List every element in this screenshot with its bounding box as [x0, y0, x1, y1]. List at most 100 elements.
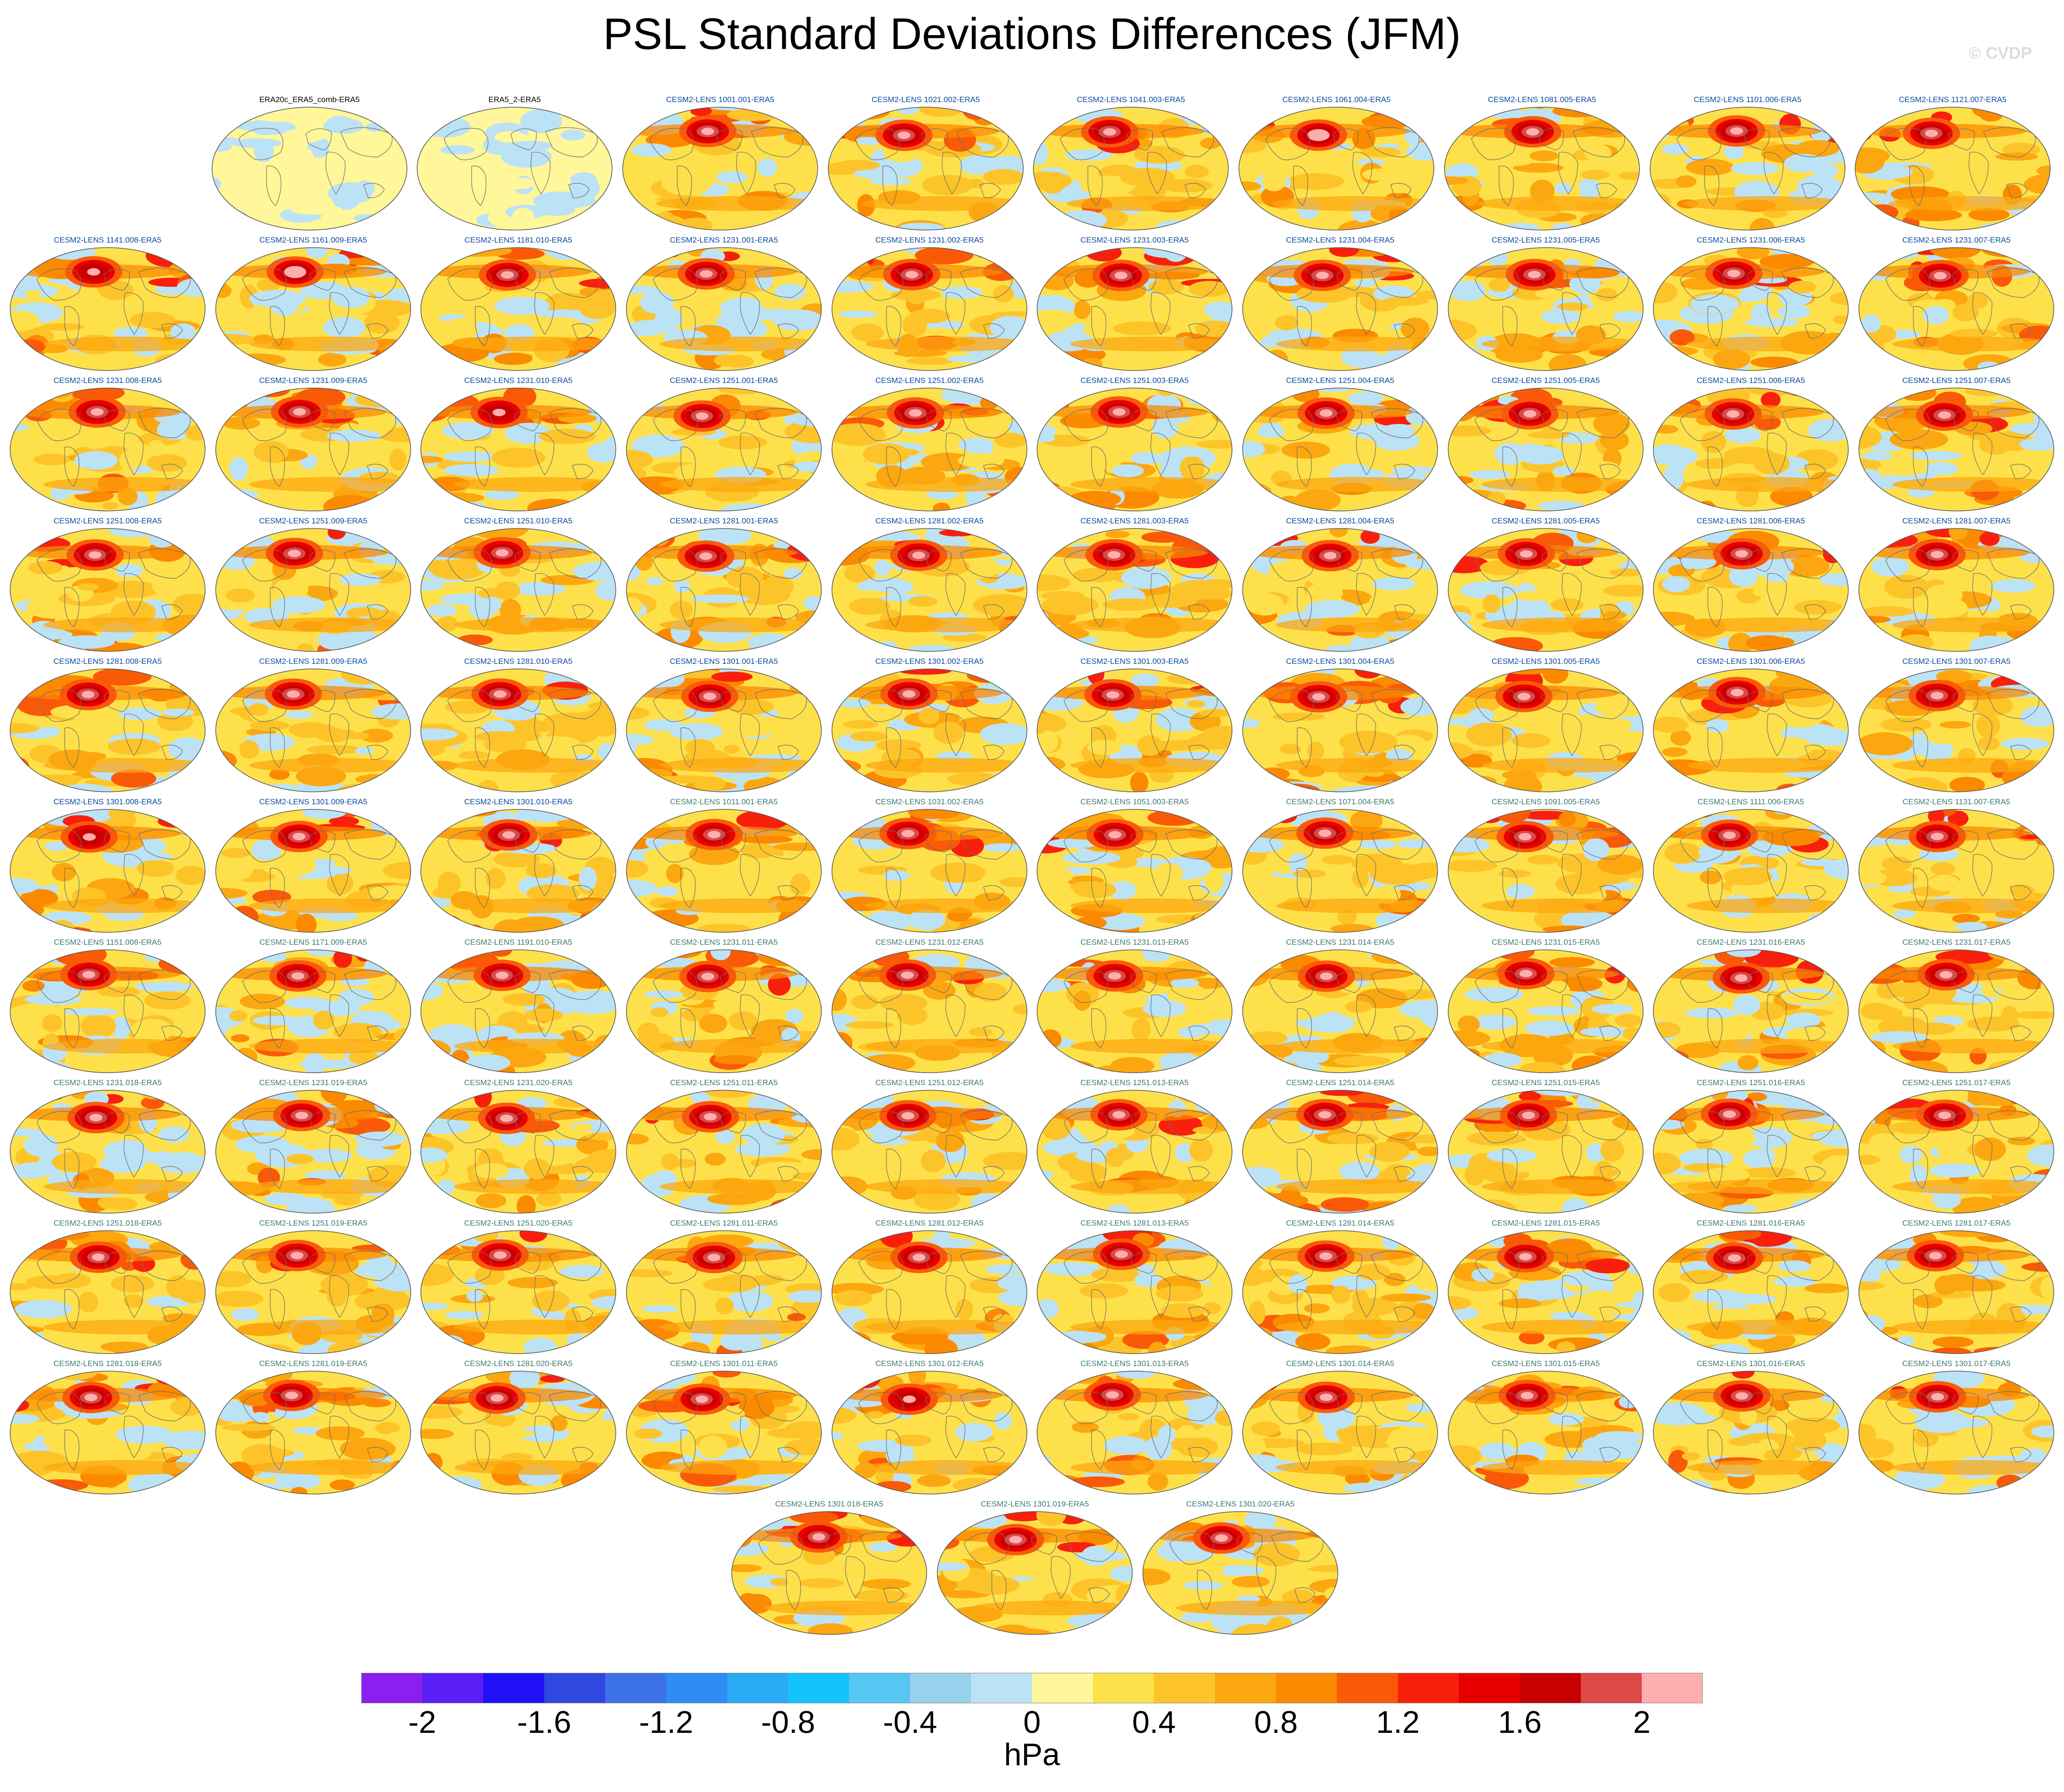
anomaly-blob — [216, 252, 232, 276]
anomaly-blob — [249, 720, 289, 731]
coastline — [1297, 587, 1312, 627]
panel-label: CESM2-LENS 1141.008-ERA5 — [54, 236, 162, 244]
anomaly-blob — [10, 486, 36, 503]
anomaly-blob — [915, 248, 973, 265]
coastline — [1781, 548, 1834, 579]
coastline — [549, 408, 601, 438]
anomaly-blob — [516, 1195, 536, 1213]
anomaly-blob — [28, 561, 63, 575]
panel-label: CESM2-LENS 1251.013-ERA5 — [1080, 1078, 1189, 1087]
anomaly-blob — [1552, 466, 1575, 476]
anomaly-blob — [231, 1308, 260, 1321]
map-panel: CESM2-LENS 1251.020-ERA5 — [417, 1219, 620, 1357]
anomaly-blob — [384, 778, 411, 791]
anomaly-blob — [1360, 529, 1380, 544]
anomaly-blob — [111, 1275, 155, 1293]
panel-label: CESM2-LENS 1301.002-ERA5 — [875, 657, 984, 666]
coastline — [344, 1110, 396, 1141]
coastline — [545, 127, 598, 158]
anomaly-band — [1687, 898, 1848, 913]
anomaly-blob — [1190, 352, 1230, 368]
anomaly-blob — [129, 312, 176, 328]
coastline — [1707, 1008, 1723, 1049]
anomaly-blob — [1243, 783, 1281, 792]
panel-label: CESM2-LENS 1041.003-ERA5 — [1076, 95, 1185, 104]
anomaly-blob — [1171, 978, 1199, 988]
globe-map — [1037, 949, 1232, 1073]
globe-map — [832, 388, 1027, 511]
anomaly-blob — [607, 1105, 616, 1114]
anomaly-blob — [603, 577, 616, 601]
coastline — [36, 549, 82, 582]
map-panel: CESM2-LENS 1251.002-ERA5 — [828, 376, 1031, 515]
anomaly-blob — [80, 1014, 116, 1039]
anomaly-blob — [443, 464, 499, 477]
coastline — [1188, 885, 1210, 900]
anomaly-band — [660, 336, 821, 352]
anomaly-blob — [1511, 733, 1551, 748]
anomaly-blob — [718, 435, 767, 450]
anomaly-blob — [146, 1206, 199, 1213]
coastline — [471, 165, 486, 206]
globe-map — [1448, 247, 1644, 371]
anomaly-blob — [1724, 144, 1744, 160]
anomaly-blob — [1461, 213, 1480, 224]
anomaly-blob — [1079, 1283, 1128, 1299]
anomaly-blob — [231, 1118, 289, 1133]
anomaly-blob — [399, 907, 411, 918]
anomaly-blob — [1804, 927, 1843, 932]
anomaly-blob — [229, 905, 259, 929]
map-panel: CESM2-LENS 1251.006-ERA5 — [1649, 376, 1852, 515]
anomaly-blob — [1503, 774, 1542, 792]
anomaly-blob — [1243, 718, 1260, 729]
anomaly-blob — [626, 734, 654, 746]
map-border — [1037, 809, 1232, 933]
map-border — [626, 388, 822, 511]
coastline — [1763, 152, 1784, 195]
anomaly-blob — [1010, 547, 1027, 559]
anomaly-blob — [2034, 394, 2054, 417]
anomaly-blob — [237, 120, 296, 135]
anomaly-blob — [282, 128, 325, 143]
north-pacific-maximum — [493, 1251, 507, 1259]
anomaly-blob — [1411, 365, 1430, 371]
coastline — [1676, 128, 1722, 160]
anomaly-blob — [150, 1067, 170, 1073]
coastline — [925, 971, 952, 993]
map-border — [1037, 668, 1232, 792]
anomaly-blob — [906, 357, 953, 365]
anomaly-blob — [1188, 281, 1231, 297]
coastline — [1704, 165, 1719, 206]
coastline — [514, 550, 540, 572]
anomaly-band — [1276, 1039, 1438, 1054]
anomaly-blob — [1541, 1282, 1559, 1300]
map-border — [1242, 247, 1438, 371]
anomaly-blob — [801, 1340, 820, 1354]
coastline — [1188, 323, 1210, 339]
anomaly-blob — [1861, 606, 1914, 617]
coastline — [1336, 269, 1362, 291]
map-border — [1444, 107, 1640, 231]
anomaly-blob — [212, 219, 250, 228]
anomaly-blob — [642, 1203, 677, 1213]
anomaly-blob — [573, 1123, 593, 1131]
anomaly-blob — [792, 1090, 821, 1097]
anomaly-blob — [172, 1336, 194, 1345]
coastline — [945, 713, 965, 757]
anomaly-band — [1687, 477, 1848, 492]
map-panel: CESM2-LENS 1231.016-ERA5 — [1649, 938, 1852, 1076]
map-border — [1858, 528, 2054, 652]
anomaly-blob — [442, 422, 494, 439]
anomaly-blob — [216, 353, 240, 371]
anomaly-blob — [1000, 1349, 1027, 1354]
north-pacific-maximum — [291, 972, 304, 980]
anomaly-blob — [526, 884, 580, 903]
north-pacific-maximum — [1103, 128, 1117, 136]
anomaly-blob — [1207, 1057, 1232, 1070]
panel-label: CESM2-LENS 1231.019-ERA5 — [259, 1078, 368, 1087]
coastline — [1987, 267, 2040, 298]
anomaly-blob — [1093, 913, 1145, 930]
anomaly-blob — [1979, 531, 2000, 546]
panel-label: CESM2-LENS 1301.010-ERA5 — [464, 797, 573, 806]
anomaly-blob — [1200, 777, 1229, 792]
